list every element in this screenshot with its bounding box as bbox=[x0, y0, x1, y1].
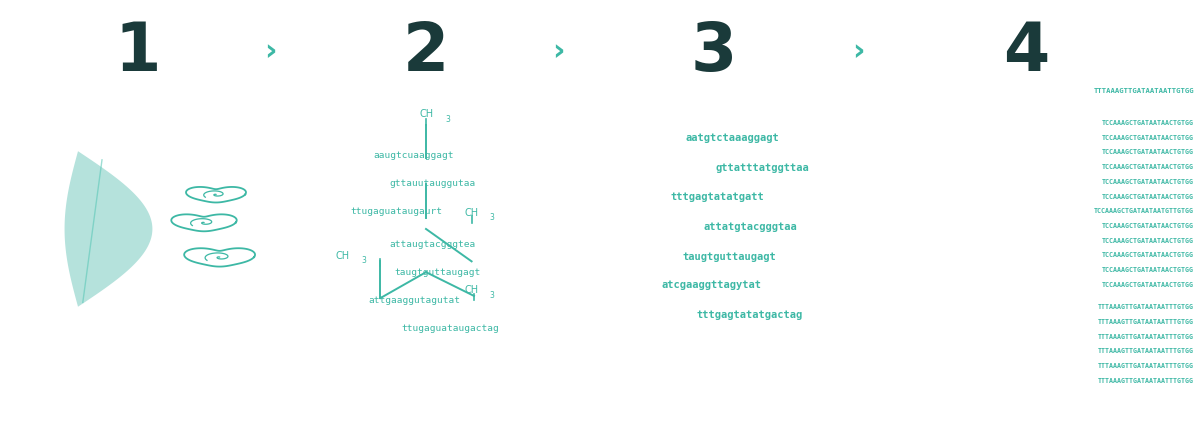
Text: 1: 1 bbox=[115, 19, 161, 85]
Text: gttauutauggutaa: gttauutauggutaa bbox=[389, 179, 475, 188]
Text: 3: 3 bbox=[691, 19, 737, 85]
Text: TTTAAAGTTGATAATAATTTGTGG: TTTAAAGTTGATAATAATTTGTGG bbox=[1098, 378, 1194, 384]
Text: attgaaggutagutat: attgaaggutagutat bbox=[368, 296, 460, 305]
Text: ›: › bbox=[552, 37, 564, 67]
Text: gttatttatggttaa: gttatttatggttaa bbox=[715, 163, 809, 174]
Text: aaugtcuaaggagt: aaugtcuaaggagt bbox=[373, 151, 455, 160]
Text: atcgaaggttagytat: atcgaaggttagytat bbox=[661, 280, 762, 290]
Text: ttugaguataugactag: ttugaguataugactag bbox=[401, 324, 499, 333]
Text: TTTAAAGTTGATAATAATTTGTGG: TTTAAAGTTGATAATAATTTGTGG bbox=[1098, 334, 1194, 340]
Text: TTTAAAGTTGATAATAATTTGTGG: TTTAAAGTTGATAATAATTTGTGG bbox=[1098, 363, 1194, 369]
Text: attaugtacgggtea: attaugtacgggtea bbox=[389, 240, 475, 248]
Text: TCCAAAGCTGATAATAACTGTGG: TCCAAAGCTGATAATAACTGTGG bbox=[1102, 194, 1194, 200]
Text: 2: 2 bbox=[403, 19, 449, 85]
Text: CH: CH bbox=[464, 285, 479, 295]
Text: TTTAAAGTTGATAATAATTGTGG: TTTAAAGTTGATAATAATTGTGG bbox=[1093, 88, 1194, 94]
Text: TCCAAAGCTGATAATAACTGTGG: TCCAAAGCTGATAATAACTGTGG bbox=[1102, 282, 1194, 288]
Text: tttgagtatatgactag: tttgagtatatgactag bbox=[697, 310, 803, 321]
Text: TCCAAAGCTGATAATAACTGTGG: TCCAAAGCTGATAATAACTGTGG bbox=[1102, 267, 1194, 273]
Text: CH: CH bbox=[336, 251, 350, 261]
Text: 3: 3 bbox=[490, 213, 494, 222]
Text: tttgagtatatgatt: tttgagtatatgatt bbox=[671, 191, 764, 202]
Text: TTTAAAGTTGATAATAATTTGTGG: TTTAAAGTTGATAATAATTTGTGG bbox=[1098, 304, 1194, 310]
Text: TTTAAAGTTGATAATAATTTGTGG: TTTAAAGTTGATAATAATTTGTGG bbox=[1098, 348, 1194, 354]
Text: CH: CH bbox=[464, 207, 479, 218]
Text: TCCAAAGCTGATAATAATGTTGTGG: TCCAAAGCTGATAATAATGTTGTGG bbox=[1094, 208, 1194, 214]
Text: TCCAAAGCTGATAATAACTGTGG: TCCAAAGCTGATAATAACTGTGG bbox=[1102, 164, 1194, 170]
Text: aatgtctaaaggagt: aatgtctaaaggagt bbox=[685, 133, 779, 143]
Text: 3: 3 bbox=[445, 115, 450, 124]
Text: CH: CH bbox=[420, 109, 434, 120]
Text: 3: 3 bbox=[490, 291, 494, 300]
Text: taugtguttaugagt: taugtguttaugagt bbox=[683, 252, 776, 262]
Text: TCCAAAGCTGATAATAACTGTGG: TCCAAAGCTGATAATAACTGTGG bbox=[1102, 252, 1194, 258]
Text: TCCAAAGCTGATAATAACTGTGG: TCCAAAGCTGATAATAACTGTGG bbox=[1102, 238, 1194, 244]
Text: TCCAAAGCTGATAATAACTGTGG: TCCAAAGCTGATAATAACTGTGG bbox=[1102, 120, 1194, 126]
Text: TCCAAAGCTGATAATAACTGTGG: TCCAAAGCTGATAATAACTGTGG bbox=[1102, 223, 1194, 229]
Text: TTTAAAGTTGATAATAATTTGTGG: TTTAAAGTTGATAATAATTTGTGG bbox=[1098, 319, 1194, 325]
Text: ›: › bbox=[852, 37, 864, 67]
Text: attatgtacgggtaa: attatgtacgggtaa bbox=[703, 222, 797, 232]
Polygon shape bbox=[65, 151, 152, 307]
Text: 4: 4 bbox=[1003, 19, 1049, 85]
Text: taugtguttaugagt: taugtguttaugagt bbox=[395, 268, 481, 276]
Text: TCCAAAGCTGATAATAACTGTGG: TCCAAAGCTGATAATAACTGTGG bbox=[1102, 149, 1194, 156]
Text: ttugaguataugaurt: ttugaguataugaurt bbox=[350, 207, 442, 216]
Text: TCCAAAGCTGATAATAACTGTGG: TCCAAAGCTGATAATAACTGTGG bbox=[1102, 135, 1194, 141]
Text: 3: 3 bbox=[361, 257, 366, 265]
Text: TCCAAAGCTGATAATAACTGTGG: TCCAAAGCTGATAATAACTGTGG bbox=[1102, 179, 1194, 185]
Text: ›: › bbox=[264, 37, 276, 67]
